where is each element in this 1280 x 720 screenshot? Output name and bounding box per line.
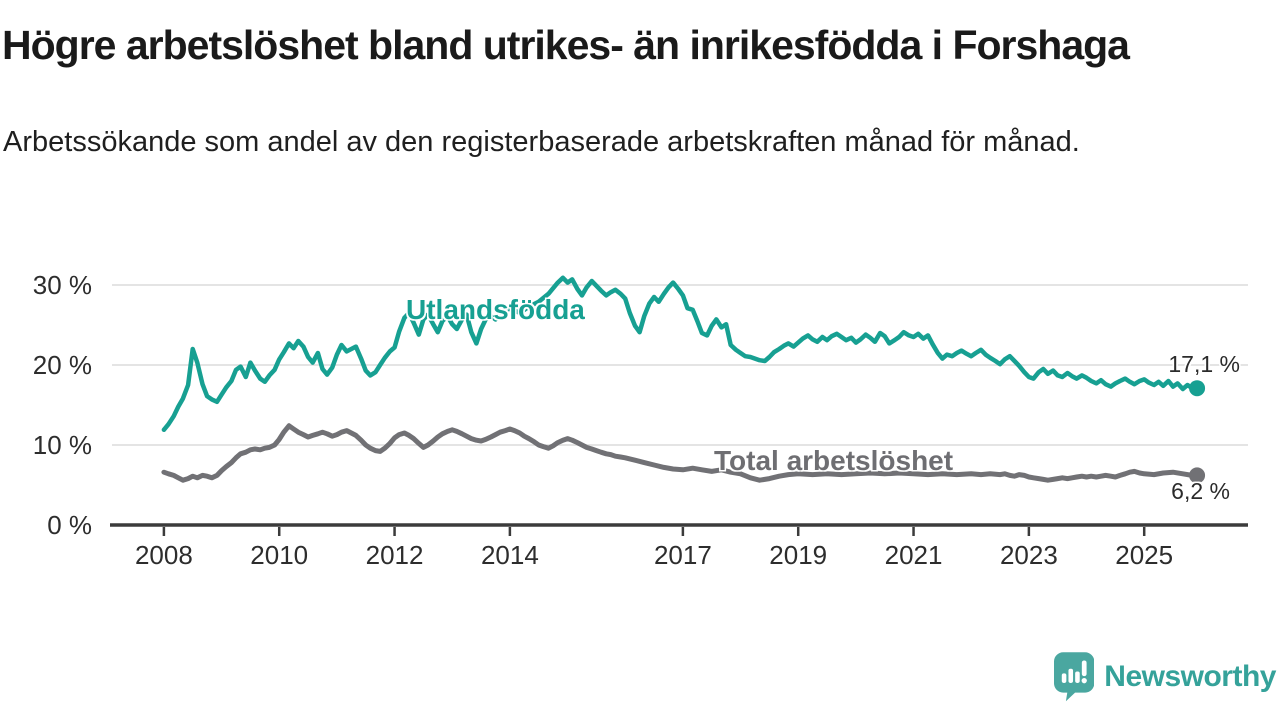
- line-total-arbetsloshet-end-dot: [1189, 467, 1206, 484]
- x-tick-label-2025: 2025: [1115, 540, 1174, 570]
- series-label-total-arbetsloshet: Total arbetslöshet: [714, 445, 954, 476]
- x-tick-label-2014: 2014: [480, 540, 539, 570]
- end-value-label-total: 6,2 %: [1171, 478, 1230, 504]
- y-tick-label-0: 0 %: [47, 510, 92, 540]
- x-tick-label-2021: 2021: [884, 540, 943, 570]
- series-label-utlandsfodda: Utlandsfödda: [406, 294, 585, 325]
- y-tick-label-20: 20 %: [32, 350, 92, 380]
- line-utlandsfodda: [161, 275, 1195, 433]
- end-value-label-utlandsfodda: 17,1 %: [1168, 351, 1240, 377]
- x-tick-label-2012: 2012: [365, 540, 424, 570]
- x-tick-label-2017: 2017: [653, 540, 712, 570]
- x-tick-label-2008: 2008: [134, 540, 193, 570]
- line-utlandsfodda-end-dot: [1189, 380, 1206, 397]
- y-tick-label-10: 10 %: [32, 430, 92, 460]
- newsworthy-wordmark: Newsworthy: [1104, 660, 1276, 693]
- line-total-arbetsloshet: [161, 423, 1195, 483]
- y-tick-label-30: 30 %: [32, 270, 92, 300]
- x-tick-label-2019: 2019: [769, 540, 828, 570]
- x-tick-label-2023: 2023: [999, 540, 1058, 570]
- newsworthy-logo[interactable]: Newsworthy: [1054, 648, 1276, 706]
- newsworthy-bubble-chart-icon: [1054, 652, 1095, 702]
- x-tick-label-2010: 2010: [250, 540, 309, 570]
- page-title: Högre arbetslöshet bland utrikes- än inr…: [2, 22, 1130, 68]
- chart-subtitle: Arbetssökande som andel av den registerb…: [3, 126, 1080, 158]
